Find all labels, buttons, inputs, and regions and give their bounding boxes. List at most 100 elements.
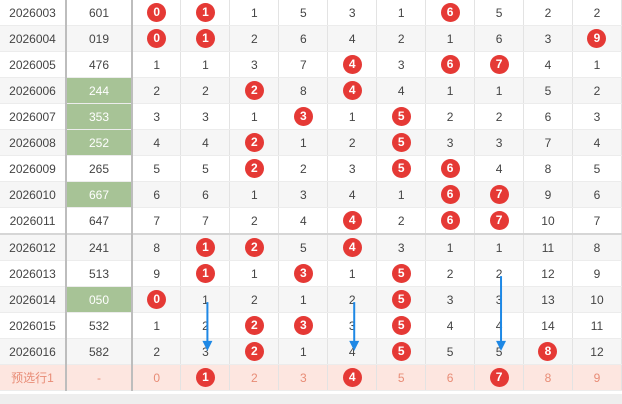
digit-cell-1: 1 [180,51,231,78]
hit-ball: 1 [195,3,215,22]
miss-count: 6 [202,187,209,202]
miss-count: 2 [593,83,601,98]
digit-cell-7: 1 [474,77,524,104]
hit-ball: 5 [391,264,411,283]
digit-cell-7: 3 [474,129,524,156]
digit-cell-4[interactable]: 4 [327,364,378,391]
digit-cell-7: 4 [474,155,524,182]
hit-ball: 5 [391,107,411,126]
digit-cell-6[interactable]: 6 [425,364,476,391]
period-cell: 2026015 [0,312,67,339]
digit-cell-1: 7 [180,207,231,235]
miss-count: 2 [251,370,258,385]
miss-count: 4 [348,344,356,359]
digit-cell-9: 3 [572,103,622,130]
draw-number-cell: 265 [66,155,133,182]
miss-count: 3 [593,109,601,124]
digit-cell-5: 1 [376,0,427,26]
digit-cell-9: 12 [572,338,622,365]
miss-count: 2 [397,213,405,228]
hit-ball: 4 [342,55,362,74]
miss-count: 1 [446,83,454,98]
digit-cell-0[interactable]: 0 [132,364,182,391]
miss-count: 3 [153,109,161,124]
miss-count: 1 [153,318,161,333]
digit-cell-5: 5 [376,155,427,182]
digit-cell-8: 2 [523,0,573,26]
table-row: 2026003 601 0 1 1 5 3 1 6 5 2 2 [0,0,622,26]
digit-cell-0: 9 [132,260,182,287]
table-row: 2026016 582 2 3 2 1 4 5 5 5 8 12 [0,338,622,365]
digit-cell-0: 0 [132,25,182,52]
miss-count: 5 [593,161,601,176]
miss-count: 5 [299,5,307,20]
digit-cell-7: 5 [474,0,524,26]
horizontal-scrollbar[interactable] [0,394,622,404]
digit-cell-3: 2 [278,155,329,182]
draw-number-cell: 532 [66,312,133,339]
miss-count: 1 [299,292,307,307]
digit-cell-9: 11 [572,312,622,339]
miss-count: 8 [299,83,307,98]
miss-count: 1 [153,57,161,72]
miss-count: 5 [397,370,405,385]
draw-number-cell: 050 [66,286,133,313]
miss-count: 3 [348,5,356,20]
draw-number-cell: 513 [66,260,133,287]
miss-count: 12 [541,266,555,281]
hit-ball: 4 [342,81,362,100]
miss-count: 2 [153,344,161,359]
hit-ball: 5 [391,290,411,309]
table-row: 2026008 252 4 4 2 1 2 5 3 3 7 4 [0,129,622,156]
digit-cell-7: 2 [474,103,524,130]
hit-ball: 1 [195,264,215,283]
prediction-row[interactable]: 预选行1- 0 1 2 3 4 5 6 7 8 9 [0,364,622,391]
hit-ball: 3 [293,264,313,283]
digit-cell-5[interactable]: 5 [376,364,427,391]
digit-cell-3: 3 [278,260,329,287]
digit-cell-6: 6 [425,207,476,235]
digit-cell-5: 5 [376,103,427,130]
miss-count: 3 [348,161,356,176]
digit-cell-1[interactable]: 1 [180,364,231,391]
period-cell: 2026010 [0,181,67,208]
period-cell: 2026003 [0,0,67,26]
digit-cell-6: 6 [425,51,476,78]
table-row: 2026014 050 0 1 2 1 2 5 3 3 13 10 [0,286,622,313]
digit-cell-3: 1 [278,286,329,313]
digit-cell-3: 5 [278,0,329,26]
trend-table-body: 2026003 601 0 1 1 5 3 1 6 5 2 2 2026004 019 0 1 2 6 4 2 1 6 3 9… [0,0,622,391]
digit-cell-2: 3 [229,51,280,78]
miss-count: 6 [299,31,307,46]
digit-cell-0: 2 [132,77,182,104]
table-row: 2026011 647 7 7 2 4 4 2 6 7 10 7 [0,207,622,235]
table-row: 2026005 476 1 1 3 7 4 3 6 7 4 1 [0,51,622,78]
digit-cell-2[interactable]: 2 [229,364,280,391]
digit-cell-3[interactable]: 3 [278,364,329,391]
digit-cell-3: 1 [278,338,329,365]
miss-count: 2 [495,109,503,124]
miss-count: 5 [153,161,161,176]
digit-cell-4: 2 [327,129,378,156]
draw-number-cell: 241 [66,233,133,261]
digit-cell-8: 14 [523,312,573,339]
table-row: 2026006 244 2 2 2 8 4 4 1 1 5 2 [0,77,622,104]
digit-cell-4: 4 [327,233,378,261]
hit-ball: 1 [195,368,215,387]
period-cell: 2026007 [0,103,67,130]
miss-count: 10 [541,213,555,228]
digit-cell-8: 3 [523,25,573,52]
hit-ball: 5 [391,342,411,361]
digit-cell-8: 13 [523,286,573,313]
digit-cell-8[interactable]: 8 [523,364,573,391]
digit-cell-2: 2 [229,286,280,313]
hit-ball: 4 [342,368,362,387]
digit-cell-7: 7 [474,51,524,78]
miss-count: 2 [251,213,258,228]
hit-ball: 5 [391,159,411,178]
digit-cell-2: 2 [229,25,280,52]
digit-cell-7: 1 [474,233,524,261]
prediction-number: - [66,364,133,391]
digit-cell-9[interactable]: 9 [572,364,622,391]
digit-cell-7[interactable]: 7 [474,364,524,391]
